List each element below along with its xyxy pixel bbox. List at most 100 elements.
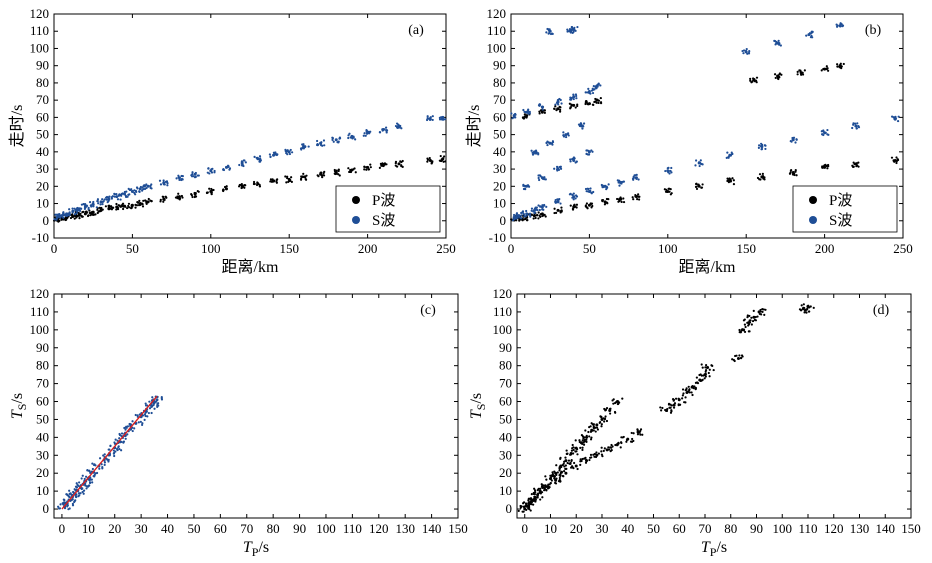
data-point (842, 62, 845, 66)
data-point (597, 82, 600, 85)
data-point (699, 379, 703, 383)
data-point (764, 308, 767, 311)
data-point (100, 463, 103, 466)
data-point (838, 64, 841, 67)
data-point (286, 176, 289, 180)
data-point (385, 131, 388, 134)
data-point (802, 303, 805, 306)
data-point (609, 412, 612, 415)
data-point (594, 426, 597, 429)
data-point (795, 174, 798, 177)
data-point (590, 202, 594, 205)
x-tick-label: 50 (126, 241, 139, 256)
data-point (120, 449, 123, 452)
data-point (537, 152, 540, 155)
data-point (74, 209, 77, 212)
plot-frame (53, 13, 447, 239)
x-tick-label: 70 (240, 521, 253, 536)
data-point (796, 73, 799, 76)
data-point (80, 477, 83, 480)
x-tick-label: 140 (422, 521, 442, 536)
data-point (152, 402, 156, 405)
data-point (695, 376, 698, 379)
data-point (194, 171, 197, 175)
data-point (348, 132, 351, 135)
data-point (159, 200, 162, 203)
data-point (147, 197, 150, 201)
x-tick-label: 70 (698, 521, 711, 536)
data-point (431, 160, 434, 163)
data-point (119, 193, 122, 197)
data-point (116, 198, 120, 201)
data-point (130, 188, 133, 191)
data-point (268, 153, 271, 156)
x-axis-label: TP/s (243, 539, 269, 559)
data-point (57, 215, 61, 218)
data-point (579, 460, 582, 463)
x-tick-label: 120 (824, 521, 844, 536)
y-tick-label: 90 (493, 58, 506, 73)
data-point (121, 202, 125, 205)
data-point (103, 463, 106, 466)
data-point (108, 205, 112, 208)
data-point (780, 73, 783, 76)
data-point (800, 304, 803, 307)
data-point (108, 195, 111, 198)
data-point (444, 160, 447, 163)
data-point (573, 28, 576, 31)
data-point (583, 438, 586, 442)
data-point (550, 479, 553, 482)
data-point (240, 183, 243, 186)
y-tick-label: 120 (30, 6, 50, 21)
data-point (131, 429, 134, 433)
data-point (677, 403, 680, 406)
data-point (839, 22, 842, 26)
data-point (894, 115, 897, 118)
data-point (363, 132, 366, 135)
data-point (562, 135, 566, 138)
data-point (538, 178, 541, 182)
data-point (571, 196, 574, 199)
data-point (596, 428, 600, 431)
data-point (755, 76, 759, 79)
data-point (271, 179, 274, 182)
plot-frame (516, 293, 912, 519)
y-tick-label: 70 (36, 376, 49, 391)
y-tick-label: 20 (499, 465, 512, 480)
data-point (144, 402, 147, 405)
data-point (259, 157, 262, 160)
data-point (559, 480, 562, 483)
data-point (120, 432, 124, 435)
data-point (96, 200, 99, 203)
x-tick-label: 150 (736, 241, 756, 256)
data-point (160, 395, 163, 399)
data-point (592, 425, 595, 428)
data-point (348, 170, 351, 174)
data-point (84, 210, 87, 213)
data-point (669, 193, 672, 196)
data-point (697, 183, 700, 186)
data-point (522, 184, 525, 187)
panel-label: (c) (420, 303, 436, 318)
data-point (538, 110, 541, 113)
data-point (365, 168, 368, 171)
data-point (701, 183, 704, 186)
data-point (522, 187, 526, 191)
data-point (742, 49, 746, 52)
data-point (578, 440, 581, 444)
data-point (756, 315, 759, 318)
legend-label: P波 (829, 192, 852, 209)
data-point (117, 446, 120, 449)
data-point (579, 446, 582, 449)
data-point (691, 393, 694, 397)
data-point (538, 489, 542, 493)
data-point (533, 499, 536, 502)
data-point (555, 473, 558, 476)
data-point (631, 437, 634, 441)
y-tick-label: 80 (36, 75, 49, 90)
data-point (87, 484, 90, 487)
data-point (130, 189, 134, 193)
data-point (533, 211, 536, 215)
data-point (544, 475, 547, 478)
data-point (707, 371, 710, 375)
